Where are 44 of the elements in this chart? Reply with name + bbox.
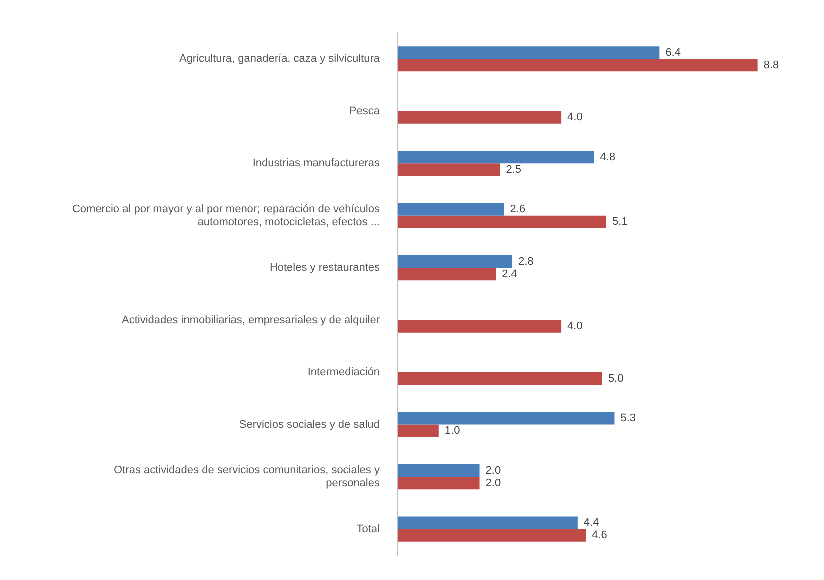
data-label: 1.0 [444,425,460,438]
data-label: 4.4 [584,517,600,530]
bar [398,424,439,438]
y-tick-label: Comercio al por mayor y al por menor; reparación de vehículos automotores, motocicletas, efectos ... [72,203,380,228]
y-tick-label: Total [356,523,380,536]
data-label: 2.4 [502,268,518,280]
y-tick-label: Intermediación [308,366,380,379]
data-label: 5.0 [608,372,624,385]
data-label: 2.0 [486,477,502,490]
bar [398,412,615,425]
bar [398,111,562,124]
y-tick-label: Pesca [349,105,381,118]
bar [398,529,586,542]
bar [398,256,512,268]
data-label: 4.0 [568,112,583,124]
data-label: 4.6 [592,530,608,542]
bar [398,216,607,228]
data-label: 2.0 [486,464,502,477]
data-label: 8.8 [764,59,780,72]
bar [398,268,496,281]
data-label: 2.6 [510,204,526,216]
y-tick-label: Servicios sociales y de salud [239,418,380,431]
y-tick-label: Actividades inmobiliarias, empresariales y de alquiler [122,314,380,326]
bar [398,516,578,530]
y-tick-label: Agricultura, ganadería, caza y silvicultura [179,53,381,66]
bar [398,320,562,333]
data-label: 4.8 [600,151,616,164]
bar [398,46,660,60]
bar [398,372,602,386]
data-label: 5.3 [620,412,636,425]
data-label: 2.5 [506,164,522,176]
data-label: 6.4 [666,46,681,59]
y-tick-label: Hoteles y restaurantes [270,262,380,274]
y-tick-label: Otras actividades de servicios comunitarios, sociales y personales [114,464,380,490]
bar [398,464,480,478]
bar [398,151,594,164]
bar [398,59,758,72]
data-label: 2.8 [518,256,534,268]
y-tick-label: Industrias manufactureras [252,158,380,170]
bar [398,203,504,216]
bar [398,477,480,490]
data-label: 5.1 [612,216,628,228]
bar [398,164,500,176]
data-label: 4.0 [568,320,583,333]
